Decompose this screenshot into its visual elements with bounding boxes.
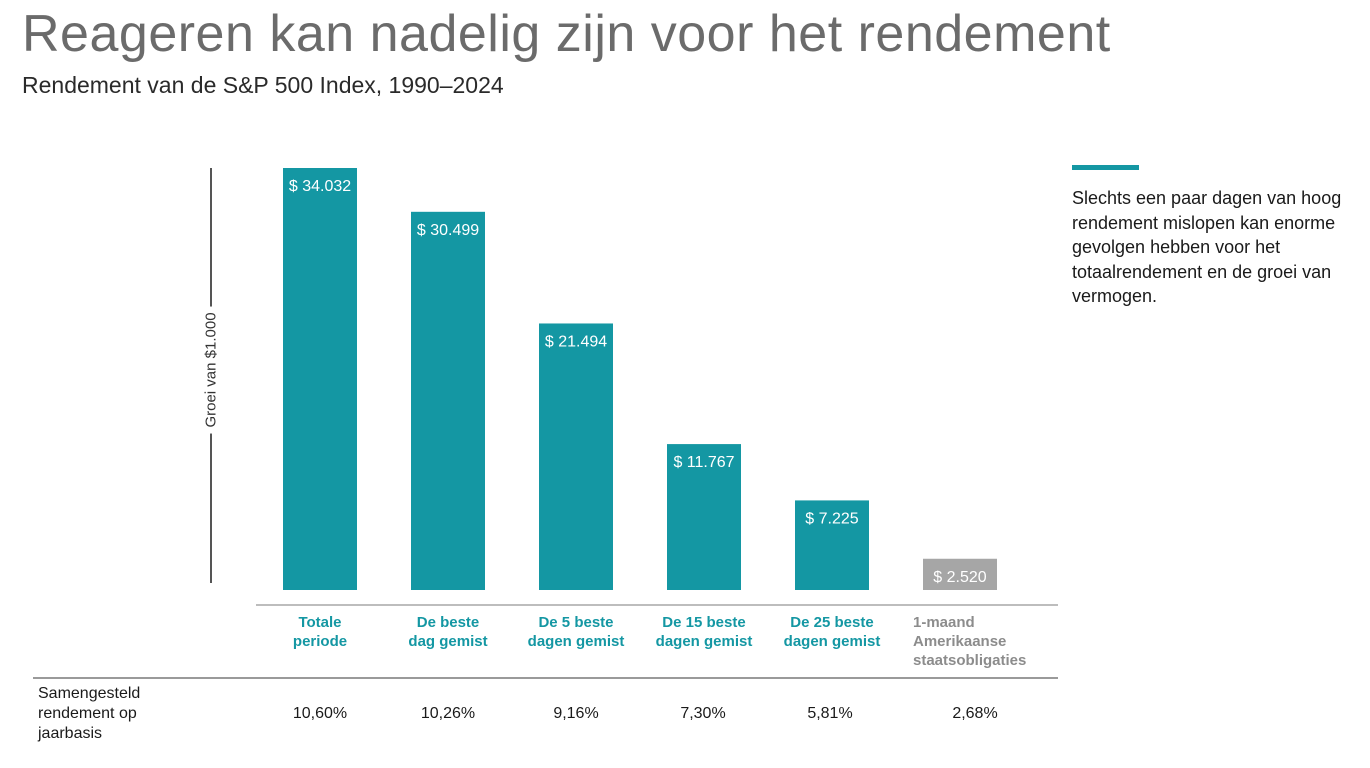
bar-3: [539, 323, 613, 590]
category-label-line: De 25 beste: [790, 614, 874, 631]
bar-5: [795, 500, 869, 590]
bar-value-label-3: $ 21.494: [545, 333, 607, 350]
category-label-5: De 25 beste dagen gemist: [767, 613, 897, 651]
bar-value-label-6: $ 2.520: [933, 569, 986, 586]
category-label-1: Totale periode: [255, 613, 385, 651]
bar-value-label-4: $ 11.767: [673, 454, 734, 471]
callout-text: Slechts een paar dagen van hoog rendemen…: [1072, 188, 1342, 306]
category-label-3: De 5 beste dagen gemist: [511, 613, 641, 651]
bar-2: [411, 211, 485, 590]
bar-4: [667, 444, 741, 590]
chart-subtitle: Rendement van de S&P 500 Index, 1990–202…: [22, 72, 504, 98]
callout-accent-bar: [1072, 165, 1139, 170]
category-label-line: dagen gemist: [783, 633, 881, 650]
category-label-line: staatsobligaties: [913, 652, 1027, 669]
chart-baseline: [256, 604, 1058, 606]
category-label-line: dagen gemist: [527, 633, 625, 650]
bar-6: [923, 558, 997, 590]
category-label-line: De 15 beste: [662, 614, 746, 631]
chart-title: Reageren kan nadelig zijn voor het rende…: [22, 5, 1111, 63]
bar-value-label-5: $ 7.225: [805, 510, 858, 527]
category-label-line: periode: [292, 633, 348, 650]
category-label-line: 1-maand: [913, 614, 975, 631]
category-label-line: dagen gemist: [655, 633, 753, 650]
rate-row-label: Samengesteld rendement op jaarbasis: [38, 685, 141, 742]
category-label-line: Amerikaanse: [913, 633, 1007, 650]
category-label-line: De beste: [416, 614, 480, 631]
rate-value-3: 9,16%: [553, 705, 599, 722]
category-label-4: De 15 beste dagen gemist: [639, 613, 769, 651]
rate-value-4: 7,30%: [680, 705, 726, 722]
category-label-line: Totale: [298, 614, 342, 631]
rate-value-5: 5,81%: [807, 705, 853, 722]
category-label-line: De 5 beste: [538, 614, 614, 631]
category-label-line: dag gemist: [408, 633, 488, 650]
bar-value-label-2: $ 30.499: [417, 222, 479, 239]
rate-value-2: 10,26%: [420, 705, 476, 722]
bar-value-label-1: $ 34.032: [289, 178, 351, 195]
bar-1: [283, 168, 357, 590]
rate-value-6: 2,68%: [952, 705, 998, 722]
category-label-6: 1-maand Amerikaanse staatsobligaties: [913, 613, 1053, 670]
table-divider: [33, 677, 1058, 679]
category-label-2: De beste dag gemist: [383, 613, 513, 651]
rate-value-1: 10,60%: [292, 705, 348, 722]
